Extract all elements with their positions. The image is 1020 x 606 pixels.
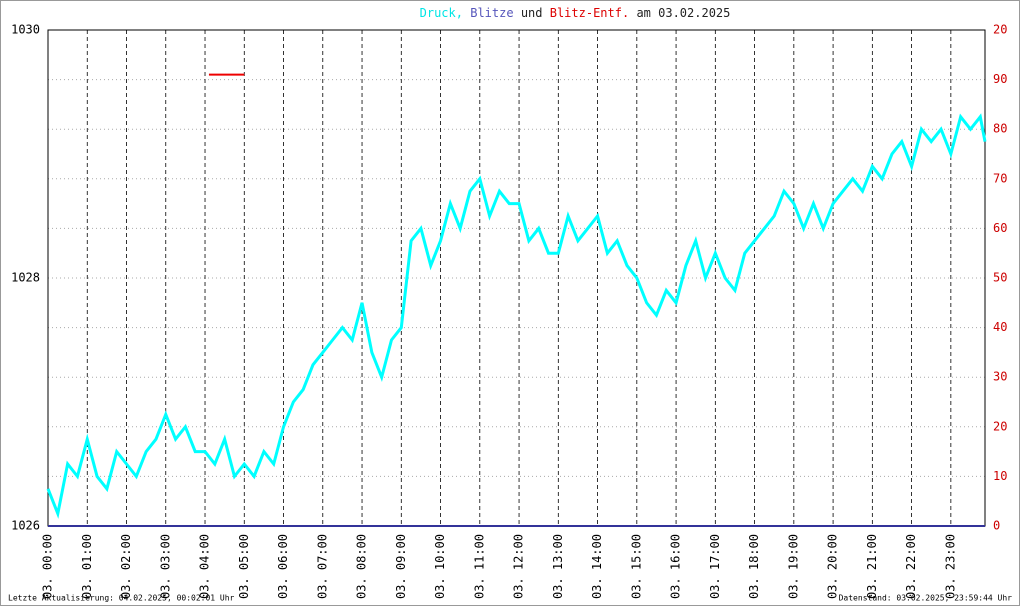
x-tick-label: 03. 05:00 — [237, 534, 251, 599]
x-tick-label: 03. 08:00 — [355, 534, 369, 599]
x-tick-label: 03. 02:00 — [119, 534, 133, 599]
x-tick-label: 03. 16:00 — [669, 534, 683, 599]
x-tick-label: 03. 07:00 — [315, 534, 329, 599]
x-tick-label: 03. 19:00 — [786, 534, 800, 599]
x-tick-label: 03. 10:00 — [433, 534, 447, 599]
x-tick-label: 03. 15:00 — [629, 534, 643, 599]
x-tick-label: 03. 23:00 — [943, 534, 957, 599]
x-tick-label: 03. 06:00 — [276, 534, 290, 599]
title-part: Blitz-Entf. — [550, 6, 629, 20]
y2-tick-label: 0 — [993, 519, 1000, 533]
series-line — [46, 113, 987, 519]
x-tick-label: 03. 01:00 — [80, 534, 94, 599]
y-tick-label: 1030 — [11, 23, 40, 37]
title-part: Druck, — [420, 6, 463, 20]
y2-tick-label: 70 — [993, 171, 1007, 185]
title-part: Blitze — [470, 6, 513, 20]
footer-right: Datenstand: 03.02.2025, 23:59:44 Uhr — [839, 594, 1013, 603]
x-tick-label: 03. 22:00 — [904, 534, 918, 599]
x-tick-label: 03. 09:00 — [394, 534, 408, 599]
x-tick-label: 03. 20:00 — [826, 534, 840, 599]
x-tick-label: 03. 18:00 — [747, 534, 761, 599]
x-tick-label: 03. 17:00 — [708, 534, 722, 599]
x-tick-label: 03. 00:00 — [41, 534, 55, 599]
y2-tick-label: 60 — [993, 221, 1007, 235]
x-tick-label: 03. 03:00 — [158, 534, 172, 599]
chart-title: Druck, Blitze und Blitz-Entf. am 03.02.2… — [420, 6, 731, 20]
y2-tick-label: 90 — [993, 72, 1007, 86]
x-tick-label: 03. 11:00 — [472, 534, 486, 599]
x-tick-label: 03. 12:00 — [512, 534, 526, 599]
y2-tick-label: 30 — [993, 370, 1007, 384]
y-tick-label: 1026 — [11, 519, 40, 533]
x-tick-label: 03. 04:00 — [198, 534, 212, 599]
x-tick-label: 03. 14:00 — [590, 534, 604, 599]
y-tick-label: 1028 — [11, 271, 40, 285]
y2-tick-label: 50 — [993, 271, 1007, 285]
title-part: und — [521, 6, 543, 20]
footer-left: Letzte Aktualisierung: 04.02.2025, 00:02… — [8, 594, 235, 603]
y2-tick-label: 40 — [993, 320, 1007, 334]
y2-tick-label: 10 — [993, 469, 1007, 483]
y2-tick-label: 80 — [993, 122, 1007, 136]
title-part: am 03.02.2025 — [636, 6, 730, 20]
y2-tick-label: 20 — [993, 23, 1007, 37]
y2-tick-label: 20 — [993, 419, 1007, 433]
x-tick-label: 03. 13:00 — [551, 534, 565, 599]
x-tick-label: 03. 21:00 — [865, 534, 879, 599]
